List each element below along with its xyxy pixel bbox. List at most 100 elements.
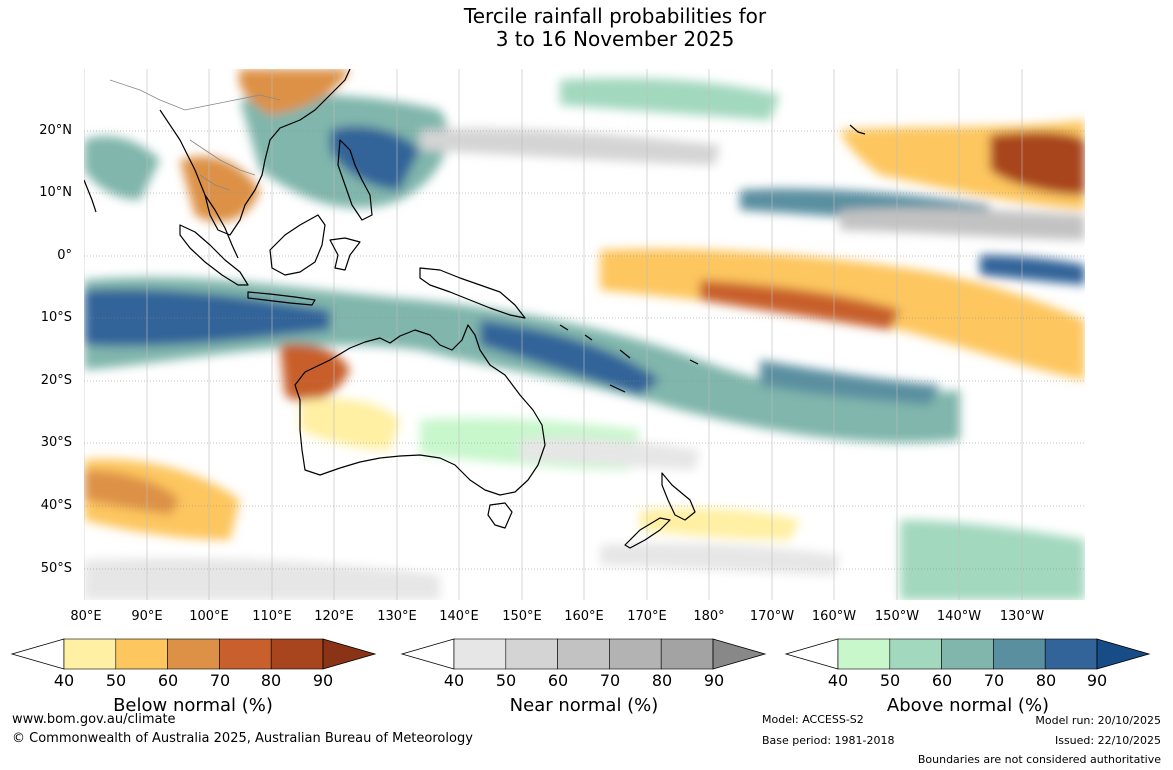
colorbar-segment xyxy=(219,638,272,670)
pacific-islands xyxy=(559,124,866,393)
lon-label: 80°E xyxy=(70,609,102,624)
colorbar-segment xyxy=(115,638,168,670)
cb-below-tick: 80 xyxy=(260,671,282,690)
coastlines xyxy=(84,69,866,549)
boundary-disclaimer: Boundaries are not considered authoritat… xyxy=(917,753,1161,766)
chart-title-line-2: 3 to 16 November 2025 xyxy=(495,27,735,51)
cb-below-tick: 40 xyxy=(53,671,75,690)
lon-label: 130°W xyxy=(999,609,1045,624)
below-normal-west-australia xyxy=(300,398,400,450)
cb-above-tick: 60 xyxy=(931,671,953,690)
cb-above-tick: 40 xyxy=(827,671,849,690)
colorbar-near-normal xyxy=(400,638,767,670)
lon-label: 110°E xyxy=(252,609,292,624)
model-name: Model: ACCESS-S2 xyxy=(762,713,864,726)
colorbar-segment xyxy=(557,638,610,670)
cb-above-tick: 90 xyxy=(1086,671,1108,690)
cb-near-tick: 90 xyxy=(703,671,725,690)
near-normal-north-pacific xyxy=(420,128,720,165)
lon-label: 90°E xyxy=(131,609,163,624)
colorbar-segment xyxy=(63,638,117,670)
india-coastline xyxy=(84,179,97,213)
lon-label: 170°W xyxy=(749,609,795,624)
above-normal-philippines-core xyxy=(330,126,420,190)
lon-label: 130°E xyxy=(377,609,417,624)
country-borders xyxy=(109,79,281,191)
new-zealand-south-coastline xyxy=(624,517,671,549)
cb-near-tick: 70 xyxy=(599,671,621,690)
cb-above-title: Above normal (%) xyxy=(886,695,1050,716)
issued-date: Issued: 22/10/2025 xyxy=(1054,734,1161,747)
colorbar-segment xyxy=(505,638,558,670)
colorbar-low-extension xyxy=(10,638,65,670)
cb-near-tick: 60 xyxy=(547,671,569,690)
below-normal-central-pacific-core xyxy=(700,280,900,330)
latitude-gridlines xyxy=(84,130,1085,570)
colorbar-low-extension xyxy=(400,638,455,670)
lon-label: 150°E xyxy=(502,609,542,624)
lon-label: 150°W xyxy=(874,609,920,624)
borneo-coastline xyxy=(269,214,326,276)
copyright-text: © Commonwealth of Australia 2025, Austra… xyxy=(12,731,473,746)
lon-label: 120°E xyxy=(314,609,354,624)
lon-label: 160°E xyxy=(564,609,604,624)
lon-label: 140°W xyxy=(936,609,982,624)
colorbar-segment xyxy=(889,638,942,670)
colorbar-below-normal xyxy=(10,638,377,670)
new-zealand-north-coastline xyxy=(661,472,696,521)
sulawesi-coastline xyxy=(329,237,361,271)
chart-title-line-1: Tercile rainfall probabilities for xyxy=(463,4,767,28)
lon-label: 170°E xyxy=(627,609,667,624)
model-run-date: Model run: 20/10/2025 xyxy=(1035,714,1161,727)
lat-label: 20°N xyxy=(39,123,72,138)
lat-label: 30°S xyxy=(40,435,72,450)
below-normal-south-china xyxy=(238,69,350,115)
near-normal-southern-ocean xyxy=(84,558,440,600)
near-normal-south-pacific xyxy=(600,543,840,575)
lon-label: 140°E xyxy=(439,609,479,624)
above-normal-south-east xyxy=(900,520,1085,600)
lat-label: 40°S xyxy=(40,498,72,513)
colorbar-segment xyxy=(941,638,994,670)
australia-coastline xyxy=(294,324,546,496)
cb-below-tick: 50 xyxy=(105,671,127,690)
below-normal-thailand xyxy=(180,156,260,222)
longitude-gridlines xyxy=(84,69,1023,600)
below-normal-south-indian-core xyxy=(84,470,180,515)
colorbar-high-extension xyxy=(322,638,377,670)
java-coastline xyxy=(247,291,316,306)
above-normal-core-coral-sea xyxy=(480,320,660,395)
colorbar-segment xyxy=(609,638,662,670)
rainfall-probability-map xyxy=(84,69,1085,600)
cb-near-tick: 80 xyxy=(651,671,673,690)
lon-label: 100°E xyxy=(189,609,229,624)
cb-below-tick: 90 xyxy=(312,671,334,690)
lat-label: 10°S xyxy=(40,310,72,325)
cb-above-tick: 80 xyxy=(1035,671,1057,690)
cb-below-title: Below normal (%) xyxy=(113,695,273,716)
malay-peninsula-coastline xyxy=(204,194,239,259)
colorbar-high-extension xyxy=(1096,638,1151,670)
cb-near-tick: 40 xyxy=(443,671,465,690)
colorbar-segment xyxy=(837,638,891,670)
lat-label: 20°S xyxy=(40,373,72,388)
above-normal-spcz xyxy=(760,360,940,405)
colorbar-segment xyxy=(453,638,507,670)
cb-below-tick: 60 xyxy=(157,671,179,690)
cb-above-tick: 70 xyxy=(983,671,1005,690)
base-period: Base period: 1981-2018 xyxy=(762,734,895,747)
below-normal-north-east-core xyxy=(990,131,1085,195)
new-guinea-coastline xyxy=(419,267,526,319)
lon-label: 160°W xyxy=(811,609,857,624)
colorbar-segment xyxy=(993,638,1046,670)
colorbar-high-extension xyxy=(712,638,767,670)
lat-label: 50°S xyxy=(40,561,72,576)
sumatra-coastline xyxy=(179,224,249,286)
cb-near-tick: 50 xyxy=(495,671,517,690)
lat-label: 0° xyxy=(57,248,72,263)
cb-near-title: Near normal (%) xyxy=(509,695,659,716)
near-normal-equatorial-pacific xyxy=(840,207,1085,240)
below-normal-south-pacific xyxy=(640,508,800,540)
above-normal-north-pacific xyxy=(560,78,780,120)
website-link[interactable]: www.bom.gov.au/climate xyxy=(12,712,176,727)
